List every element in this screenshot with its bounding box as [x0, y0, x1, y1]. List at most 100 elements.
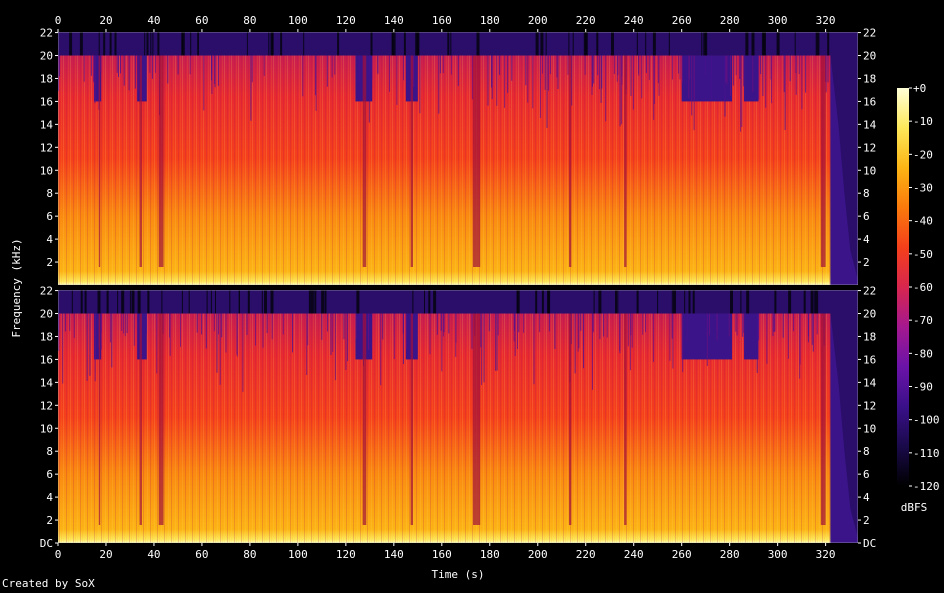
dropout-column: [601, 55, 603, 89]
silence-column: [321, 290, 325, 314]
dropout-column: [121, 313, 123, 331]
quiet-gap: [98, 313, 101, 525]
dropout-column: [527, 55, 529, 103]
dropout-column: [603, 313, 605, 337]
dropout-column: [128, 55, 130, 91]
dropout-column: [250, 55, 252, 121]
colorbar-tick-label: -50: [913, 248, 933, 261]
dropout-column: [124, 313, 126, 337]
quiet-gap: [410, 313, 414, 525]
dropout-column: [307, 313, 309, 346]
dropout-column: [214, 55, 216, 85]
dropout-column: [413, 55, 415, 88]
x-tick-label-bottom: 300: [768, 548, 788, 561]
dropout-column: [123, 55, 125, 86]
dropout-column: [83, 55, 85, 82]
dropout-column: [546, 55, 548, 128]
y-tick-label-left: 16: [40, 353, 53, 366]
dropout-column: [382, 313, 384, 340]
y-tick-label-right: 12: [863, 141, 876, 154]
x-tick-label-top: 240: [624, 14, 644, 27]
dropout-column: [539, 313, 541, 333]
x-tick-label-bottom: 320: [816, 548, 836, 561]
dropout-column: [653, 55, 655, 105]
y-tick-label-right: 20: [863, 308, 876, 321]
silence-column: [788, 290, 792, 314]
dropout-column: [765, 55, 767, 108]
dropout-column: [292, 313, 293, 353]
silence-column: [303, 32, 305, 56]
dropout-column: [58, 313, 60, 333]
dropout-column: [471, 313, 473, 349]
dropout-column: [801, 55, 803, 110]
dropout-column: [347, 313, 349, 362]
dropout-column: [645, 55, 647, 73]
dropout-column: [355, 313, 357, 339]
dropout-column: [496, 55, 498, 106]
silence-column: [598, 290, 602, 314]
dropout-column: [111, 313, 113, 368]
dropout-column: [771, 55, 773, 104]
silence-column: [69, 32, 73, 56]
dropout-column: [419, 55, 421, 114]
dropout-column: [368, 55, 370, 123]
silence-column: [370, 32, 373, 56]
dropout-column: [544, 55, 546, 90]
dropout-column: [201, 313, 203, 335]
silence-column: [84, 290, 87, 314]
dropout-column: [642, 313, 644, 335]
dropout-column: [807, 313, 809, 343]
dropout-column: [167, 55, 169, 84]
x-tick-label-bottom: 120: [336, 548, 356, 561]
dropout-column: [450, 55, 452, 75]
dropout-column: [246, 313, 248, 335]
dropout-column: [556, 55, 558, 78]
y-tick-label-left: DC: [40, 537, 53, 550]
dropout-column: [605, 55, 607, 122]
silence-column: [146, 32, 149, 56]
dropout-column: [154, 55, 156, 73]
x-axis-label: Time (s): [432, 568, 485, 581]
dropout-column: [262, 313, 264, 348]
dropout-column: [263, 55, 265, 76]
dropout-column: [123, 313, 125, 334]
dropout-column: [693, 55, 695, 99]
dropout-column: [707, 313, 709, 332]
y-tick-label-right: 6: [863, 468, 870, 481]
y-tick-label-right: 14: [863, 118, 877, 131]
dropout-column: [90, 55, 92, 76]
dropout-column: [327, 313, 329, 332]
quiet-gap: [472, 55, 481, 267]
silence-column: [763, 32, 766, 56]
dropout-column: [621, 55, 623, 125]
channel-2-plot: [58, 290, 858, 543]
dropout-column: [455, 313, 457, 343]
dropout-column: [73, 313, 75, 338]
dropout-column: [592, 313, 593, 390]
x-tick-label-top: 140: [384, 14, 404, 27]
dropout-column: [789, 55, 791, 82]
x-tick-label-top: 280: [720, 14, 740, 27]
dropout-column: [513, 313, 515, 331]
dropout-column: [59, 55, 60, 77]
silence-column: [103, 32, 106, 56]
silence-column: [547, 290, 550, 314]
x-tick-label-bottom: 160: [432, 548, 452, 561]
dropout-column: [439, 55, 441, 74]
silence-column: [152, 32, 154, 56]
quiet-gap: [820, 55, 826, 267]
dropout-column: [205, 313, 207, 349]
dropout-column: [758, 313, 760, 341]
x-tick-label-bottom: 140: [384, 548, 404, 561]
dropout-column: [653, 55, 655, 120]
dropout-column: [488, 313, 490, 332]
dropout-column: [403, 55, 404, 81]
dropout-column: [483, 313, 485, 383]
dropout-column: [679, 55, 681, 80]
silence-column: [671, 290, 673, 314]
dropout-column: [632, 55, 634, 110]
x-tick-label-bottom: 240: [624, 548, 644, 561]
quiet-gap: [410, 55, 414, 267]
silence-column: [424, 290, 425, 314]
